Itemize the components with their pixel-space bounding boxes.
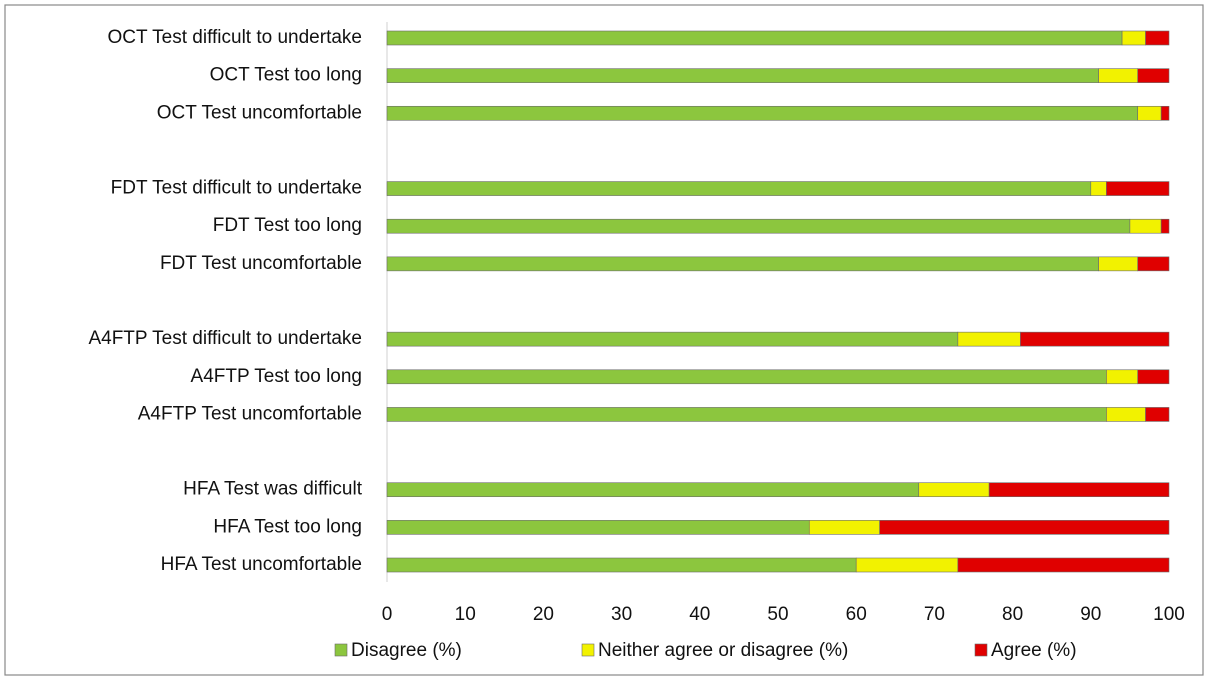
bar-segment [1129,218,1162,234]
legend-swatch [581,643,595,657]
bar-segment [386,520,810,535]
bar-segment [1106,181,1170,196]
y-tick-label: OCT Test too long [210,65,362,86]
bar-segment [808,520,880,535]
bar-segment [879,520,1170,535]
bar-segment [1090,181,1107,196]
y-tick-label: A4FTP Test too long [191,366,362,387]
x-tick-label: 30 [611,604,632,625]
x-tick-label: 90 [1080,604,1101,625]
bar-segment [386,369,1107,385]
bar-segment [386,256,1099,272]
bar-segment [386,331,959,347]
legend-label: Neither agree or disagree (%) [598,640,848,661]
bar-segment [957,557,1170,573]
y-tick-label: FDT Test uncomfortable [160,253,362,274]
bar-segment [386,68,1099,83]
x-tick-label: 80 [1002,604,1023,625]
bar-segment [1137,105,1162,121]
bar-segment [1145,407,1170,422]
bar-segment [1098,256,1139,272]
bar-segment [1098,68,1139,83]
y-tick-label: HFA Test too long [213,516,362,537]
bar-segment [386,105,1139,121]
x-tick-label: 50 [767,604,788,625]
bar-segment [1106,369,1139,385]
bar-segment [386,482,920,498]
bar-segment [1121,30,1146,46]
bar-segment [957,331,1021,347]
legend-label: Agree (%) [991,640,1077,661]
y-tick-label: FDT Test too long [213,215,362,236]
bar-segment [386,407,1107,422]
bar-segment [1137,369,1170,385]
y-tick-label: HFA Test uncomfortable [161,554,362,575]
x-tick-label: 40 [689,604,710,625]
x-tick-label: 70 [924,604,945,625]
y-tick-label: FDT Test difficult to undertake [111,178,362,199]
bar-segment [1145,30,1170,46]
y-tick-label: HFA Test was difficult [183,479,363,500]
bar-segment [386,181,1092,196]
bar-segment [1020,331,1170,347]
legend-swatch [334,643,348,657]
bar-segment [918,482,990,498]
legend-label: Disagree (%) [351,640,462,661]
bar-segment [386,30,1123,46]
bar-segment [386,218,1131,234]
bar-segment [1106,407,1146,422]
x-tick-label: 20 [533,604,554,625]
bar-segment [1137,256,1170,272]
bar-segment [988,482,1170,498]
x-tick-label: 100 [1153,604,1185,625]
x-tick-label: 60 [846,604,867,625]
y-tick-label: OCT Test uncomfortable [157,102,362,123]
bar-segment [1137,68,1170,83]
y-tick-label: A4FTP Test difficult to undertake [88,328,362,349]
y-tick-label: A4FTP Test uncomfortable [138,403,362,424]
bar-segment [1160,105,1170,121]
legend-swatch [974,643,988,657]
x-tick-label: 10 [455,604,476,625]
bar-segment [855,557,959,573]
bar-segment [386,557,857,573]
bar-segment [1160,218,1170,234]
x-tick-label: 0 [382,604,393,625]
y-tick-label: OCT Test difficult to undertake [107,27,362,48]
